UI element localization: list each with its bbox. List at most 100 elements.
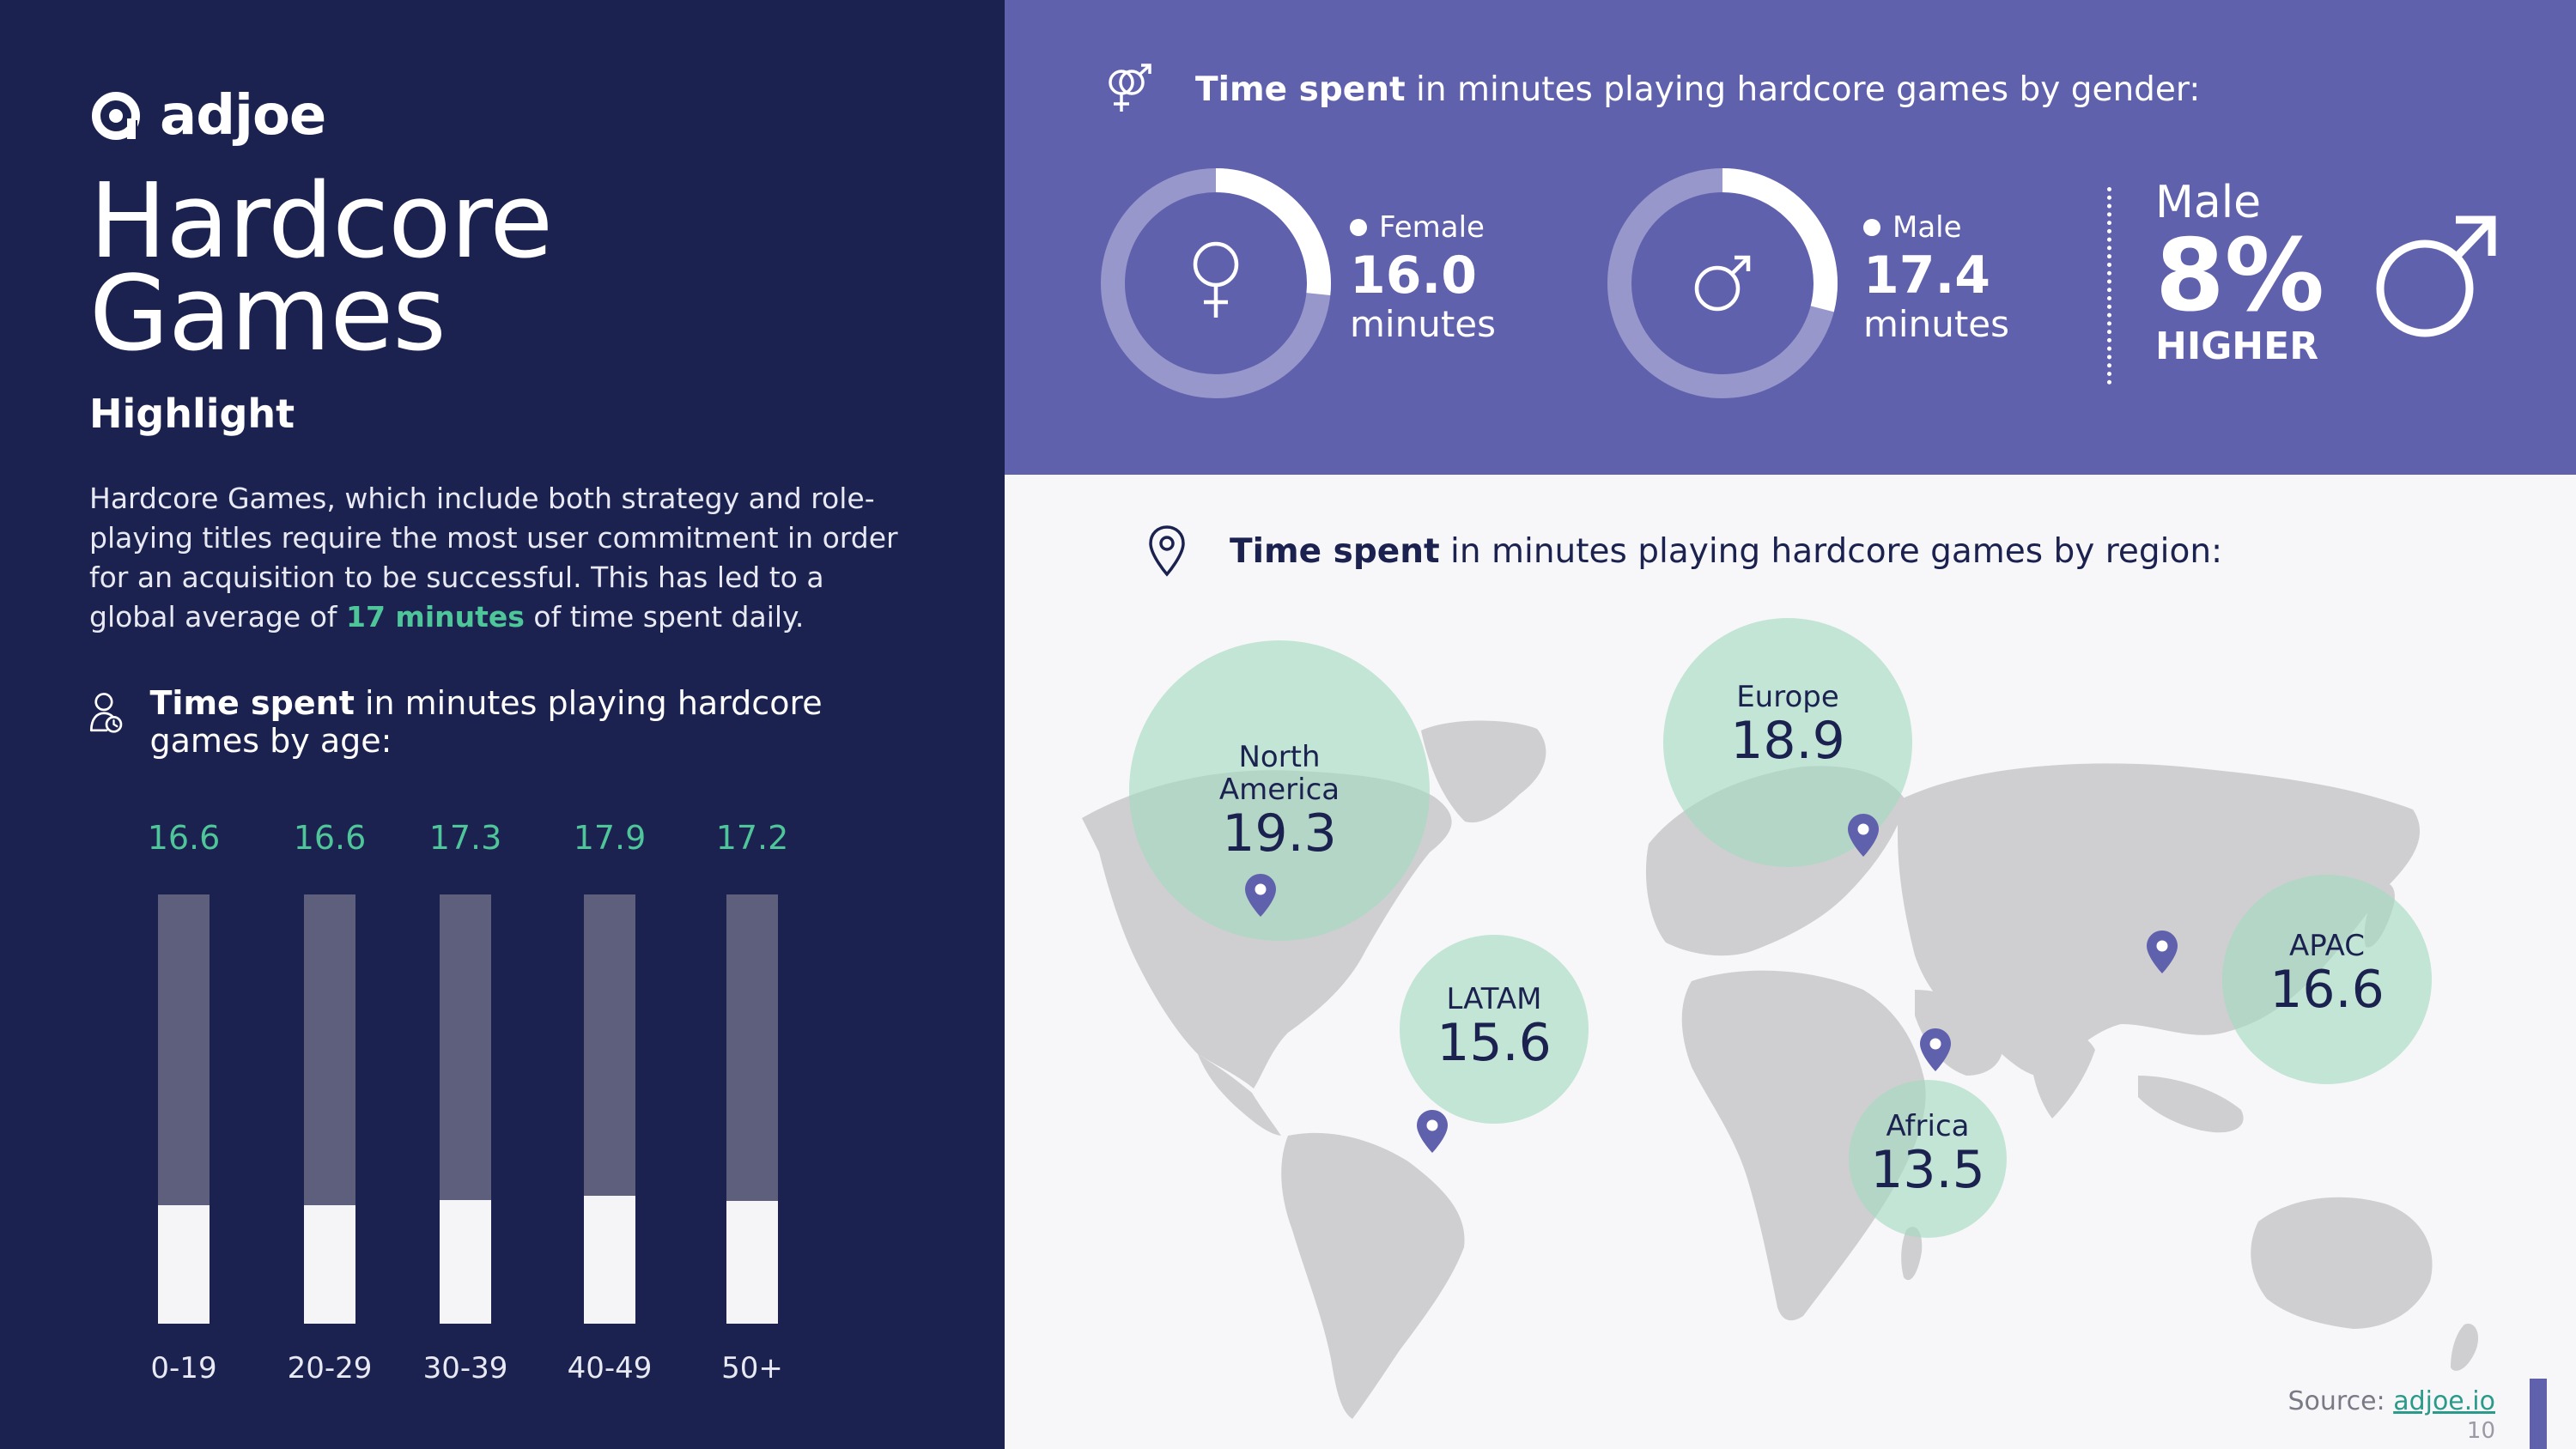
female-label: Female	[1379, 210, 1485, 245]
page-title: Hardcore Games	[89, 162, 862, 374]
source-credit: Source: adjoe.io	[2288, 1386, 2496, 1416]
map-pin-icon	[1848, 814, 1879, 857]
age-title-rest: in minutes playing hardcore games by age…	[149, 684, 823, 760]
region-bubble	[1400, 935, 1589, 1124]
map-pin-icon	[1920, 1028, 1951, 1071]
source-link[interactable]: adjoe.io	[2393, 1386, 2495, 1416]
bar-track	[584, 894, 635, 1324]
bar-value-label: 17.9	[573, 819, 647, 857]
region-title-rest: in minutes playing hardcore games by reg…	[1439, 531, 2223, 571]
female-legend-dot	[1350, 219, 1367, 236]
region-bubble	[1849, 1080, 2007, 1238]
bar-category-label: 20-29	[287, 1351, 373, 1385]
region-name: APAC	[2289, 929, 2365, 963]
male-legend-dot	[1863, 219, 1880, 236]
se-asia-shape	[2138, 1076, 2244, 1133]
bar	[584, 1196, 635, 1324]
region-label: Europe 18.9	[1659, 681, 1917, 768]
bar	[158, 1205, 210, 1324]
bar-track	[158, 894, 210, 1324]
description-highlight: 17 minutes	[346, 600, 525, 634]
india-shape	[2031, 1024, 2095, 1119]
corner-accent	[2530, 1379, 2547, 1449]
map-pin-icon	[1417, 1110, 1448, 1153]
male-label: Male	[1893, 210, 1962, 245]
bar-category-label: 50+	[721, 1351, 783, 1385]
south-america-shape	[1281, 1132, 1465, 1419]
difference-top: Male	[2155, 177, 2262, 228]
region-label: Africa 13.5	[1799, 1110, 2057, 1197]
bar	[304, 1205, 355, 1324]
gender-title-bold: Time spent	[1195, 70, 1406, 109]
description-text-before: Hardcore Games, which include both strat…	[89, 482, 898, 634]
male-donut	[1607, 168, 1838, 398]
bar-category-label: 30-39	[422, 1351, 508, 1385]
description-text-after: of time spent daily.	[524, 600, 805, 634]
madagascar-shape	[1901, 1227, 1923, 1281]
gender-title-rest: in minutes playing hardcore games by gen…	[1405, 70, 2201, 109]
difference-bottom: HIGHER	[2155, 324, 2319, 368]
section-subtitle: Highlight	[89, 391, 295, 437]
region-name: North America	[1218, 740, 1340, 807]
title-line-1: Hardcore	[89, 162, 553, 282]
female-donut	[1101, 168, 1331, 398]
person-clock-icon	[89, 693, 123, 733]
difference-percent: 8%	[2155, 218, 2324, 334]
gender-symbols-icon	[1109, 64, 1151, 112]
title-line-2: Games	[89, 255, 447, 374]
male-donut-arc	[1722, 168, 1838, 312]
region-label: North America 19.3	[1151, 741, 1408, 861]
map-pin-icon	[1245, 874, 1276, 917]
brand-logo: adjoe	[89, 84, 326, 148]
page-number: 10	[2466, 1418, 2495, 1444]
bar-value-label: 16.6	[293, 819, 367, 857]
female-legend: Female 16.0 minutes	[1350, 210, 1496, 346]
australia-shape	[2251, 1197, 2433, 1329]
region-label: LATAM 15.6	[1365, 983, 1623, 1070]
central-america-shape	[1198, 1054, 1281, 1136]
brand-name: adjoe	[160, 84, 326, 148]
africa-shape	[1681, 970, 1926, 1321]
bar	[440, 1200, 491, 1324]
age-section-title: Time spent in minutes playing hardcore g…	[150, 684, 863, 760]
gender-panel: Time spent in minutes playing hardcore g…	[1005, 0, 2576, 475]
bar-value-label: 16.6	[147, 819, 221, 857]
region-name: Europe	[1736, 680, 1839, 714]
region-label: APAC 16.6	[2198, 930, 2456, 1017]
female-value: 16.0	[1350, 246, 1478, 306]
adjoe-logo-icon	[92, 92, 140, 140]
age-title-bold: Time spent	[149, 684, 355, 722]
bar-value-label: 17.2	[715, 819, 789, 857]
region-value: 18.9	[1730, 711, 1845, 771]
region-value: 15.6	[1437, 1013, 1552, 1073]
region-panel: Time spent in minutes playing hardcore g…	[1005, 475, 2576, 1449]
dotted-divider	[2107, 187, 2111, 385]
region-section-title: Time spent in minutes playing hardcore g…	[1230, 532, 2222, 571]
description: Hardcore Games, which include both strat…	[89, 479, 914, 637]
bar-value-label: 17.3	[428, 819, 502, 857]
region-value: 19.3	[1222, 803, 1337, 864]
new-zealand-shape	[2451, 1324, 2479, 1371]
female-donut-arc	[1215, 168, 1331, 295]
source-label: Source:	[2287, 1386, 2394, 1416]
age-section-heading: Time spent in minutes playing hardcore g…	[89, 684, 862, 760]
gender-difference: Male 8% HIGHER	[2155, 177, 2324, 369]
left-panel: adjoe Hardcore Games Highlight Hardcore …	[0, 0, 1005, 1449]
region-section-heading: Time spent in minutes playing hardcore g…	[1147, 524, 2222, 578]
male-unit: minutes	[1863, 303, 2010, 345]
bar-category-label: 40-49	[567, 1351, 653, 1385]
gender-section-heading: Time spent in minutes playing hardcore g…	[1103, 62, 2200, 117]
bar-track	[726, 894, 778, 1324]
region-name: LATAM	[1446, 982, 1542, 1016]
region-value: 16.6	[2269, 960, 2385, 1020]
male-symbol-large-icon	[2376, 215, 2496, 337]
male-legend: Male 17.4 minutes	[1863, 210, 2009, 346]
map-pin-icon	[2147, 931, 2178, 973]
gender-section-title: Time spent in minutes playing hardcore g…	[1195, 70, 2200, 109]
female-symbol-icon	[1193, 241, 1239, 318]
male-value: 17.4	[1863, 246, 1991, 306]
region-title-bold: Time spent	[1230, 531, 1440, 571]
bar	[726, 1201, 778, 1324]
bar-category-label: 0-19	[150, 1351, 217, 1385]
region-bubble	[2222, 875, 2432, 1084]
